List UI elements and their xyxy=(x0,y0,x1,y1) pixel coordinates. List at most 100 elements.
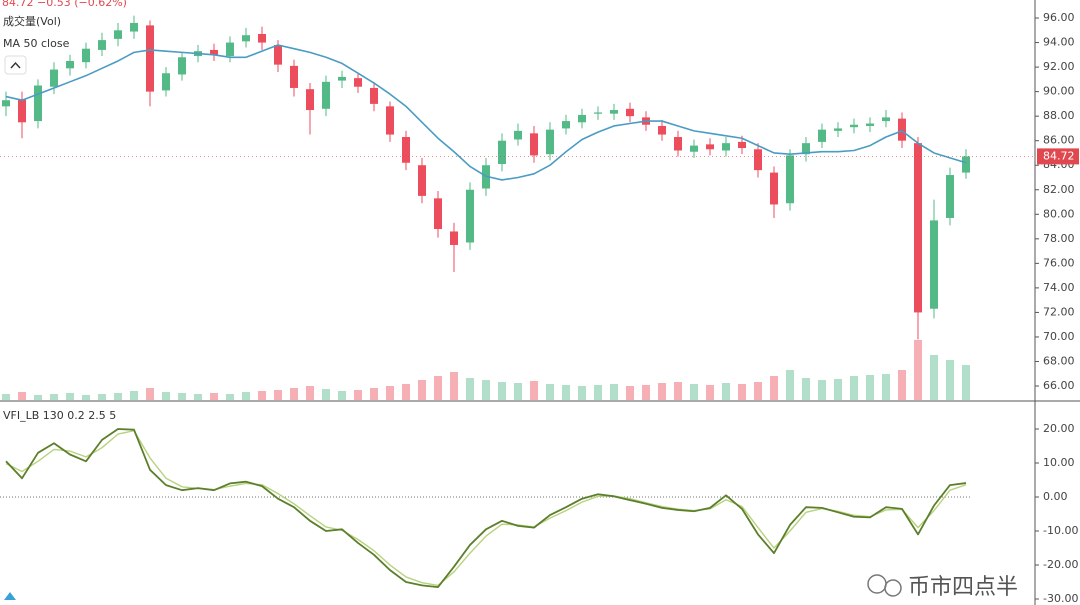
candle-body xyxy=(770,172,778,205)
candle-body xyxy=(786,155,794,204)
volume-bar xyxy=(2,394,10,400)
volume-bar xyxy=(466,378,474,400)
candle-body xyxy=(402,137,410,163)
candle-body xyxy=(578,114,586,123)
last-price-label: 84.72 xyxy=(1043,149,1075,162)
button-frame[interactable] xyxy=(4,55,27,75)
vfi-line xyxy=(5,429,967,587)
y-tick-label: 76.00 xyxy=(1043,256,1075,269)
collapse-button[interactable] xyxy=(4,55,27,75)
candle-body xyxy=(802,143,810,155)
candle-body xyxy=(658,125,666,135)
y-tick-label: 78.00 xyxy=(1043,232,1075,245)
volume-bar xyxy=(866,375,874,400)
volume-bar xyxy=(802,378,810,400)
volume-bar xyxy=(546,384,554,400)
candle-body xyxy=(738,141,746,149)
watermark-text: 币市四点半 xyxy=(908,575,1018,600)
volume-bar xyxy=(418,380,426,400)
volume-bar xyxy=(562,385,570,400)
candle-body xyxy=(706,144,714,150)
volume-bar xyxy=(274,390,282,400)
volume-bar xyxy=(882,374,890,400)
ma-label: MA 50 close xyxy=(3,37,70,50)
candle-body xyxy=(34,85,42,122)
volume-bar xyxy=(162,392,170,400)
candle-body xyxy=(322,81,330,109)
candle-body xyxy=(674,137,682,151)
volume-bar xyxy=(146,388,154,400)
y-tick-label: 82.00 xyxy=(1043,183,1075,196)
candle-body xyxy=(962,156,970,173)
candle-body xyxy=(162,73,170,91)
y-tick-label: 74.00 xyxy=(1043,281,1075,294)
candle-body xyxy=(178,57,186,75)
candle-body xyxy=(242,35,250,42)
volume-label: 成交量(Vol) xyxy=(3,14,61,28)
candle-body xyxy=(754,149,762,171)
candle-body xyxy=(66,60,74,69)
volume-bar xyxy=(578,386,586,400)
y-tick-label: -30.00 xyxy=(1043,592,1078,605)
candle-body xyxy=(50,69,58,87)
volume-bar xyxy=(706,385,714,400)
volume-bar xyxy=(626,386,634,400)
candle-body xyxy=(18,98,26,123)
logo-icon xyxy=(4,592,16,600)
candle-body xyxy=(98,40,106,50)
vfi-title: VFI_LB 130 0.2 2.5 5 xyxy=(3,409,116,422)
y-tick-label: 94.00 xyxy=(1043,36,1075,49)
candle-body xyxy=(130,22,138,32)
y-tick-label: -10.00 xyxy=(1043,524,1078,537)
volume-bar xyxy=(738,384,746,400)
volume-bar xyxy=(322,389,330,400)
candle-body xyxy=(914,143,922,313)
y-tick-label: 68.00 xyxy=(1043,354,1075,367)
candle-body xyxy=(946,175,954,218)
candle-body xyxy=(562,121,570,129)
volume-bar xyxy=(498,382,506,400)
candle-body xyxy=(338,76,346,81)
y-tick-label: 20.00 xyxy=(1043,422,1075,435)
candle-body xyxy=(818,129,826,142)
volume-bar xyxy=(130,391,138,400)
volume-bar xyxy=(674,382,682,400)
candle-body xyxy=(866,123,874,126)
volume-bar xyxy=(514,383,522,400)
y-tick-label: 88.00 xyxy=(1043,109,1075,122)
volume-bar xyxy=(850,376,858,400)
volume-bar xyxy=(402,384,410,400)
candle-body xyxy=(610,110,618,114)
volume-bar xyxy=(226,394,234,400)
candle-body xyxy=(210,49,218,55)
watermark: 币市四点半 xyxy=(867,574,1018,600)
y-tick-label: 70.00 xyxy=(1043,330,1075,343)
y-tick-label: 0.00 xyxy=(1043,490,1068,503)
volume-bar xyxy=(258,391,266,400)
volume-bar xyxy=(786,370,794,400)
volume-bar xyxy=(354,390,362,400)
y-tick-label: 92.00 xyxy=(1043,60,1075,73)
volume-bar xyxy=(98,394,106,400)
candle-body xyxy=(370,87,378,104)
candle-body xyxy=(306,89,314,111)
volume-bar xyxy=(306,386,314,400)
volume-bar xyxy=(930,355,938,400)
volume-bar xyxy=(450,372,458,400)
candle-body xyxy=(930,220,938,309)
volume-bar xyxy=(82,395,90,400)
axis-layer: 66.00 68.00 70.00 72.00 74.00 76.00 78.00 80.00… xyxy=(0,11,1079,605)
y-tick-label: 72.00 xyxy=(1043,305,1075,318)
candle-body xyxy=(82,48,90,63)
plot-layers: 66.00 68.00 70.00 72.00 74.00 76.00 78.00 80.00… xyxy=(0,11,1079,605)
volume-bar xyxy=(690,384,698,400)
candle-body xyxy=(354,78,362,87)
volume-bar xyxy=(770,376,778,400)
volume-bar xyxy=(642,385,650,400)
volume-bar xyxy=(34,395,42,400)
volume-bar xyxy=(482,380,490,400)
y-tick-label: 96.00 xyxy=(1043,11,1075,24)
last-price-box xyxy=(1037,148,1079,165)
candle-body xyxy=(114,30,122,39)
